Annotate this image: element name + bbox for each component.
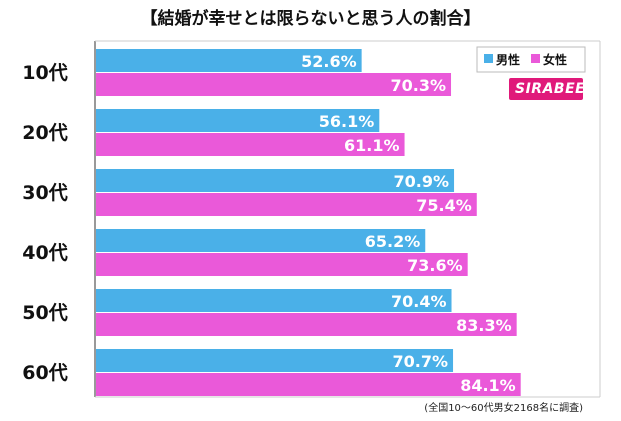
category-label: 50代 [22, 302, 67, 324]
bar-female [96, 193, 477, 216]
chart-title: 【結婚が幸せとは限らないと思う人の割合】 [140, 9, 481, 29]
category-label: 30代 [22, 182, 67, 204]
data-label: 75.4% [416, 196, 472, 215]
category-label: 40代 [22, 242, 67, 264]
data-label: 84.1% [460, 376, 516, 395]
bar-female [96, 133, 405, 156]
bar-female [96, 313, 517, 336]
data-label: 52.6% [301, 52, 357, 71]
bar-male [96, 349, 454, 372]
bar-male [96, 109, 380, 132]
data-label: 70.4% [391, 292, 447, 311]
legend-swatch [484, 54, 493, 63]
category-label: 20代 [22, 122, 67, 144]
data-label: 83.3% [456, 316, 512, 335]
footnote: (全国10〜60代男女2168名に調査) [424, 403, 583, 414]
data-label: 70.7% [393, 352, 449, 371]
data-label: 73.6% [407, 256, 463, 275]
sirabee-logo: SIRABEE [509, 78, 586, 100]
data-label: 65.2% [365, 232, 421, 251]
data-label: 70.3% [390, 76, 446, 95]
data-label: 70.9% [394, 172, 450, 191]
bar-male [96, 49, 362, 72]
data-label: 56.1% [319, 112, 375, 131]
data-label: 61.1% [344, 136, 400, 155]
bar-female [96, 73, 452, 96]
category-label: 60代 [22, 362, 67, 384]
bar-male [96, 289, 452, 312]
legend-label: 女性 [543, 52, 567, 67]
bar-male [96, 229, 426, 252]
legend-label: 男性 [496, 52, 520, 67]
logo-text: SIRABEE [515, 81, 586, 97]
bar-male [96, 169, 455, 192]
bar-female [96, 253, 468, 276]
bar-female [96, 373, 521, 396]
legend-swatch [531, 54, 540, 63]
category-label: 10代 [22, 62, 67, 84]
